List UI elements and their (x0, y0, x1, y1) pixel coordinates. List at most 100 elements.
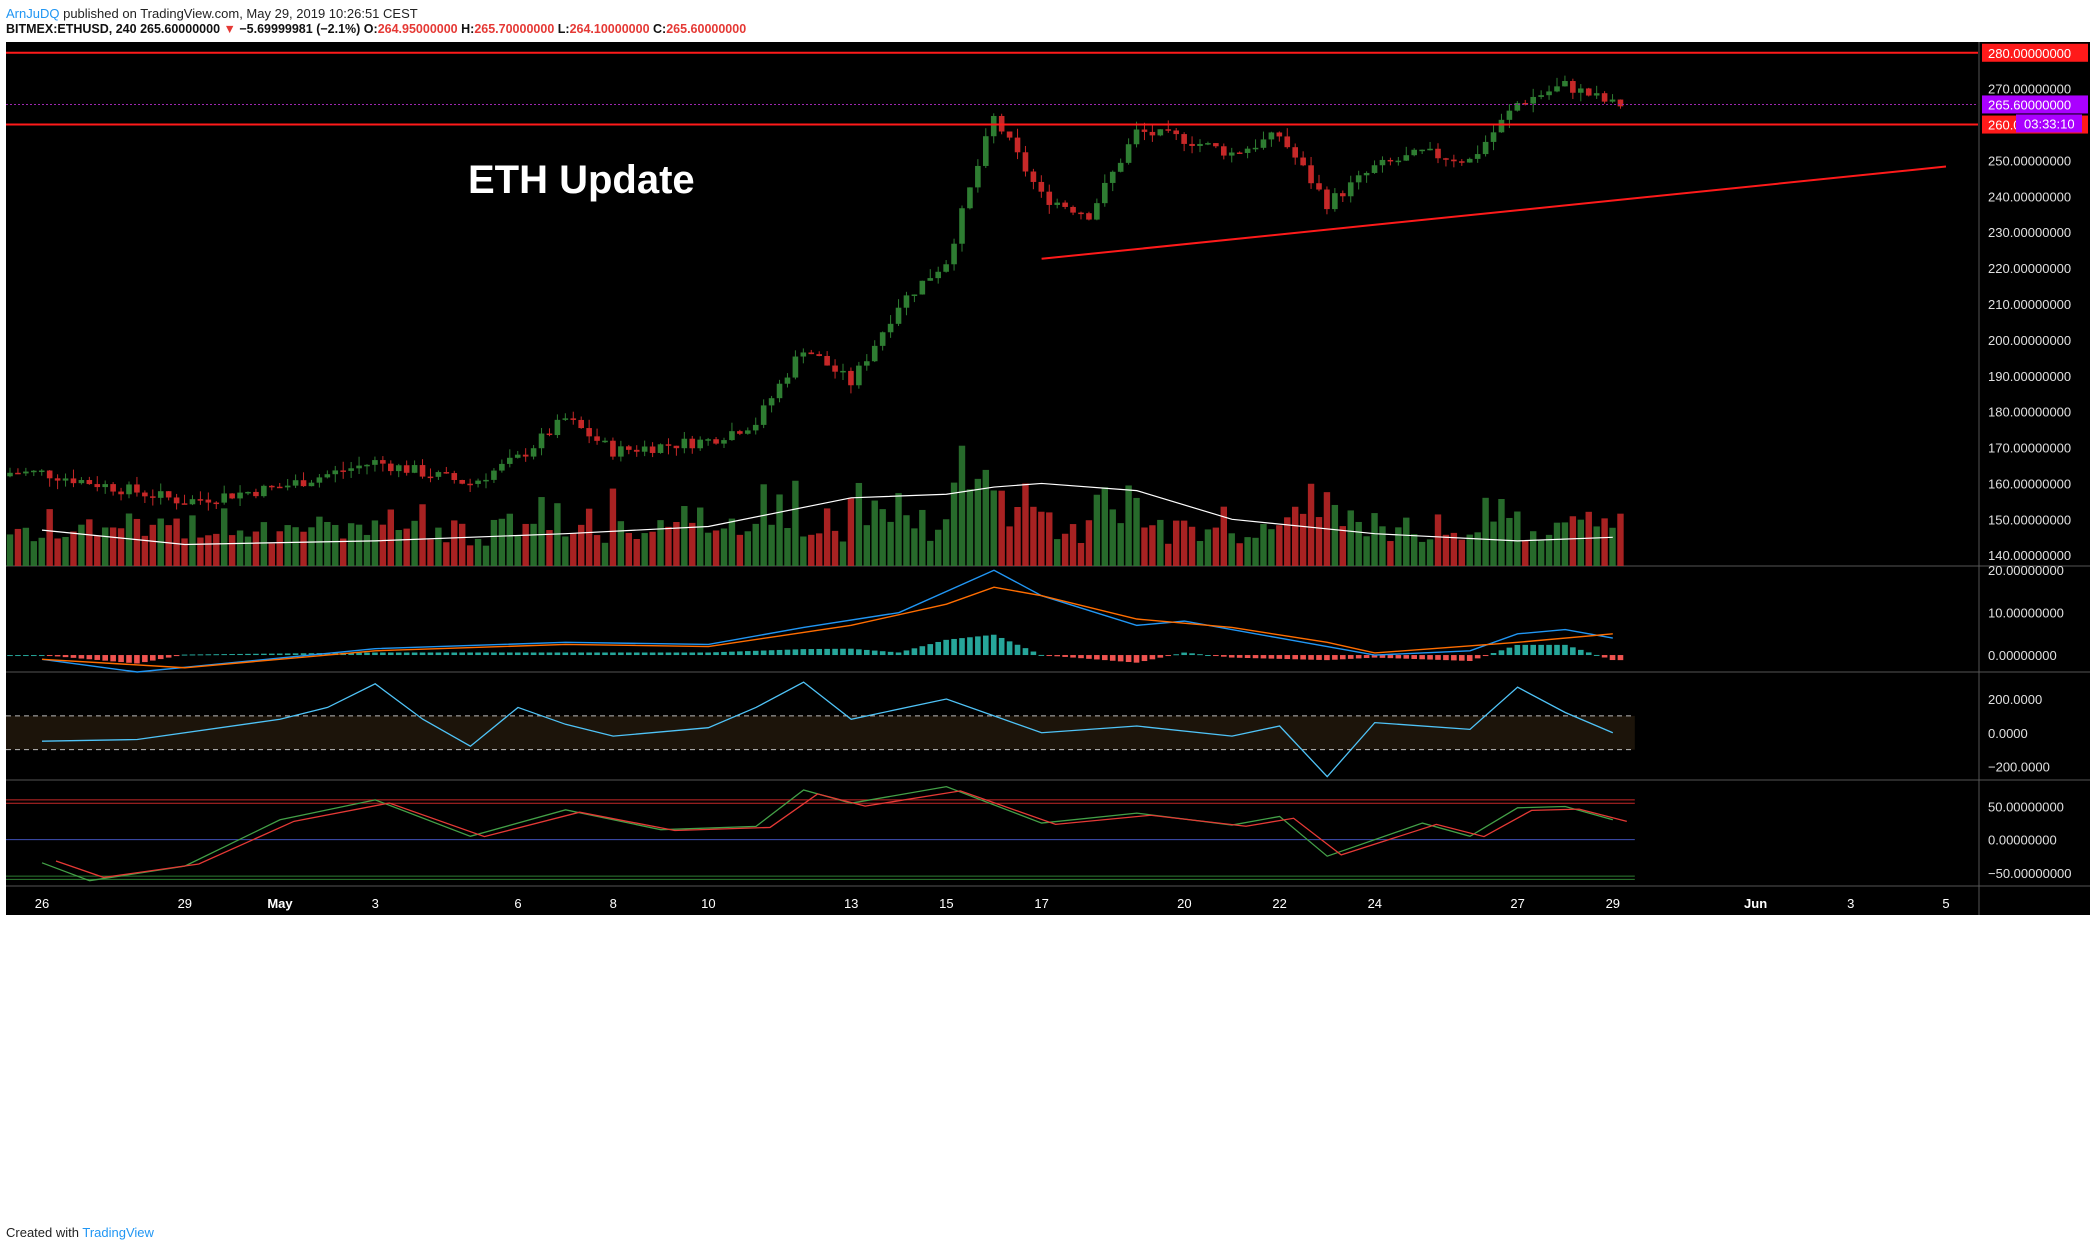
chart-svg[interactable]: ETH Update140.00000000150.00000000160.00… (6, 42, 2090, 1217)
chart-area[interactable]: ETH Update 140.00000000 150.00000000 160.00… (6, 42, 2090, 1217)
candle-body (832, 365, 838, 372)
symbol-label[interactable]: BITMEX:ETHUSD, 240 (6, 22, 137, 36)
candle-body (1443, 158, 1449, 160)
macd-histogram-bar (443, 652, 450, 656)
candle-body (856, 365, 862, 386)
author-link[interactable]: ArnJuDQ (6, 6, 60, 21)
candle-body (451, 473, 458, 480)
price-tick-label: 230.00000000 (1988, 225, 2071, 240)
macd-histogram-bar (300, 653, 307, 656)
candle-body (554, 419, 561, 436)
candle-body (1284, 136, 1291, 148)
time-tick-label: May (267, 896, 293, 911)
candle-body (300, 480, 307, 487)
macd-histogram-bar (824, 648, 830, 656)
macd-histogram-bar (372, 652, 378, 656)
signal-line (41, 586, 1613, 669)
low-label: L: (557, 22, 570, 36)
macd-histogram-bar (1102, 655, 1108, 661)
macd-histogram-bar (1070, 655, 1076, 658)
macd-histogram-bar (1482, 655, 1489, 657)
macd-histogram-bar (348, 652, 354, 656)
volume-bar (1109, 509, 1116, 566)
volume-bar (792, 480, 799, 566)
macd-histogram-bar (1324, 655, 1330, 661)
macd-histogram-bar (990, 634, 997, 656)
macd-histogram-bar (62, 655, 69, 658)
volume-bar (704, 532, 712, 566)
candle-body (1482, 141, 1489, 155)
volume-bar (1228, 533, 1235, 566)
macd-histogram-bar (578, 652, 584, 656)
macd-histogram-bar (54, 655, 61, 657)
candle-body (134, 484, 140, 493)
volume-bar (514, 535, 521, 566)
cci-band-fill (6, 715, 1635, 750)
candle-body (546, 433, 553, 436)
candle-body (871, 345, 878, 362)
candle-body (737, 431, 743, 434)
price-change: −5.69999981 (−2.1%) (239, 22, 361, 36)
candle-body (348, 468, 354, 471)
volume-bar (673, 521, 680, 566)
macd-histogram-bar (895, 652, 902, 656)
macd-histogram-bar (483, 652, 489, 656)
price-tick-label: 160.00000000 (1988, 476, 2071, 491)
candle-body (673, 445, 680, 449)
volume-bar (1252, 537, 1259, 566)
published-text: published on TradingView.com, May 29, 20… (63, 6, 418, 21)
macd-histogram-bar (1459, 655, 1465, 661)
candle-body (1189, 143, 1195, 146)
candle-body (1316, 183, 1322, 190)
macd-histogram-bar (189, 654, 196, 656)
volume-bar (974, 478, 982, 566)
macd-histogram-bar (308, 653, 315, 656)
volume-bar (181, 538, 188, 566)
price-tick-label: 250.00000000 (1988, 153, 2071, 168)
time-tick-label: Jun (1744, 896, 1767, 911)
macd-histogram-bar (1284, 655, 1291, 660)
volume-bar (419, 504, 426, 566)
candle-body (562, 418, 569, 420)
macd-histogram-bar (1141, 655, 1148, 662)
macd-histogram-bar (1474, 655, 1481, 659)
candle-body (610, 440, 616, 457)
volume-bar (1537, 540, 1545, 566)
macd-histogram-bar (570, 652, 577, 656)
volume-bar (1022, 483, 1029, 566)
candle-body (110, 484, 116, 492)
macd-histogram-bar (538, 652, 545, 656)
volume-bar (578, 524, 585, 566)
candle-body (649, 446, 656, 453)
macd-histogram-bar (150, 655, 156, 661)
volume-bar (197, 537, 204, 566)
macd-histogram-bar (165, 655, 172, 658)
time-tick-label: 15 (939, 896, 953, 911)
time-tick-label: 22 (1272, 896, 1286, 911)
candle-body (1435, 148, 1441, 159)
candle-body (499, 463, 505, 471)
macd-histogram-bar (1427, 655, 1433, 660)
macd-histogram-bar (967, 637, 973, 656)
candle-body (1617, 99, 1624, 107)
volume-bar (919, 509, 926, 566)
volume-bar (141, 535, 149, 566)
volume-bar (1165, 543, 1172, 566)
candle-body (522, 454, 529, 457)
time-tick-label: 29 (1606, 896, 1620, 911)
price-tick-label: 240.00000000 (1988, 189, 2071, 204)
macd-histogram-bar (983, 635, 989, 656)
volume-bar (355, 524, 363, 566)
volume-bar (94, 535, 101, 566)
volume-bar (1363, 536, 1370, 566)
cci-tick-label: −200.0000 (1988, 760, 2050, 775)
tradingview-logo[interactable]: TradingView (82, 1225, 154, 1240)
volume-bar (570, 533, 577, 566)
volume-bar (958, 445, 966, 566)
candle-body (586, 428, 592, 437)
macd-histogram-bar (959, 638, 965, 656)
last-price: 265.60000000 (140, 22, 221, 36)
candle-body (665, 444, 672, 446)
volume-bar (966, 489, 974, 566)
macd-histogram-bar (562, 652, 569, 656)
